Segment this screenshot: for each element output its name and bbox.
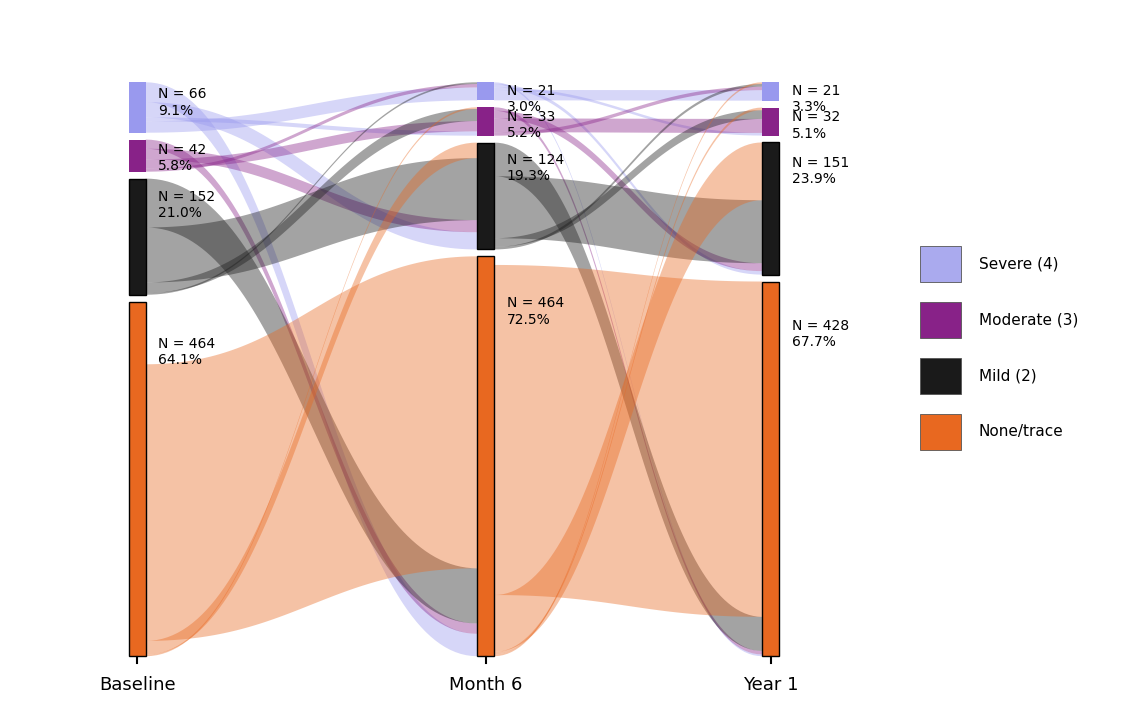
Polygon shape (494, 82, 763, 656)
Polygon shape (494, 84, 763, 249)
Polygon shape (494, 87, 763, 135)
Polygon shape (146, 142, 477, 655)
Text: N = 428
67.7%: N = 428 67.7% (792, 319, 849, 349)
Polygon shape (494, 142, 763, 651)
Bar (920, 246, 961, 282)
Polygon shape (494, 108, 763, 654)
Text: N = 32
5.1%: N = 32 5.1% (792, 111, 840, 140)
Polygon shape (146, 82, 477, 656)
Polygon shape (146, 82, 477, 294)
Polygon shape (146, 158, 477, 283)
Bar (477, 108, 494, 136)
Bar (477, 257, 494, 656)
Bar (763, 281, 780, 656)
Polygon shape (494, 108, 763, 654)
Polygon shape (494, 111, 763, 271)
Bar (129, 140, 146, 172)
Polygon shape (146, 108, 477, 656)
Polygon shape (146, 84, 477, 172)
Text: N = 152
21.0%: N = 152 21.0% (159, 190, 215, 220)
Bar (920, 414, 961, 449)
Polygon shape (494, 142, 763, 652)
Text: Severe (4): Severe (4) (979, 257, 1058, 271)
Polygon shape (146, 121, 477, 169)
Text: None/trace: None/trace (979, 425, 1064, 439)
Text: N = 66
9.1%: N = 66 9.1% (159, 87, 207, 118)
Polygon shape (146, 102, 477, 249)
Bar (920, 302, 961, 337)
Bar (129, 82, 146, 133)
Bar (763, 142, 780, 275)
Text: N = 33
5.2%: N = 33 5.2% (506, 110, 555, 140)
Polygon shape (146, 257, 477, 641)
Polygon shape (494, 111, 763, 247)
Polygon shape (494, 119, 763, 133)
Text: Baseline: Baseline (99, 676, 176, 694)
Bar (129, 302, 146, 656)
Text: Month 6: Month 6 (449, 676, 522, 694)
Text: N = 42
5.8%: N = 42 5.8% (159, 142, 206, 173)
Polygon shape (494, 90, 763, 100)
Bar (763, 108, 780, 135)
Text: N = 21
3.0%: N = 21 3.0% (506, 84, 555, 114)
Text: N = 151
23.9%: N = 151 23.9% (792, 156, 849, 186)
Polygon shape (146, 118, 477, 136)
Bar (763, 82, 780, 100)
Text: Moderate (3): Moderate (3) (979, 313, 1079, 327)
Polygon shape (146, 140, 477, 634)
Polygon shape (494, 82, 763, 656)
Polygon shape (494, 176, 763, 263)
Polygon shape (146, 179, 477, 624)
Text: N = 464
72.5%: N = 464 72.5% (506, 297, 564, 326)
Bar (477, 82, 494, 100)
Bar (129, 179, 146, 294)
Polygon shape (146, 149, 477, 232)
Polygon shape (494, 87, 763, 136)
Bar (477, 142, 494, 249)
Text: Year 1: Year 1 (743, 676, 799, 694)
Polygon shape (146, 87, 477, 133)
Text: N = 21
3.3%: N = 21 3.3% (792, 84, 841, 114)
Text: N = 124
19.3%: N = 124 19.3% (506, 153, 564, 183)
Polygon shape (494, 265, 763, 616)
Bar (920, 358, 961, 394)
Text: N = 464
64.1%: N = 464 64.1% (159, 337, 215, 367)
Polygon shape (494, 84, 763, 275)
Polygon shape (146, 109, 477, 293)
Text: Mild (2): Mild (2) (979, 369, 1037, 383)
